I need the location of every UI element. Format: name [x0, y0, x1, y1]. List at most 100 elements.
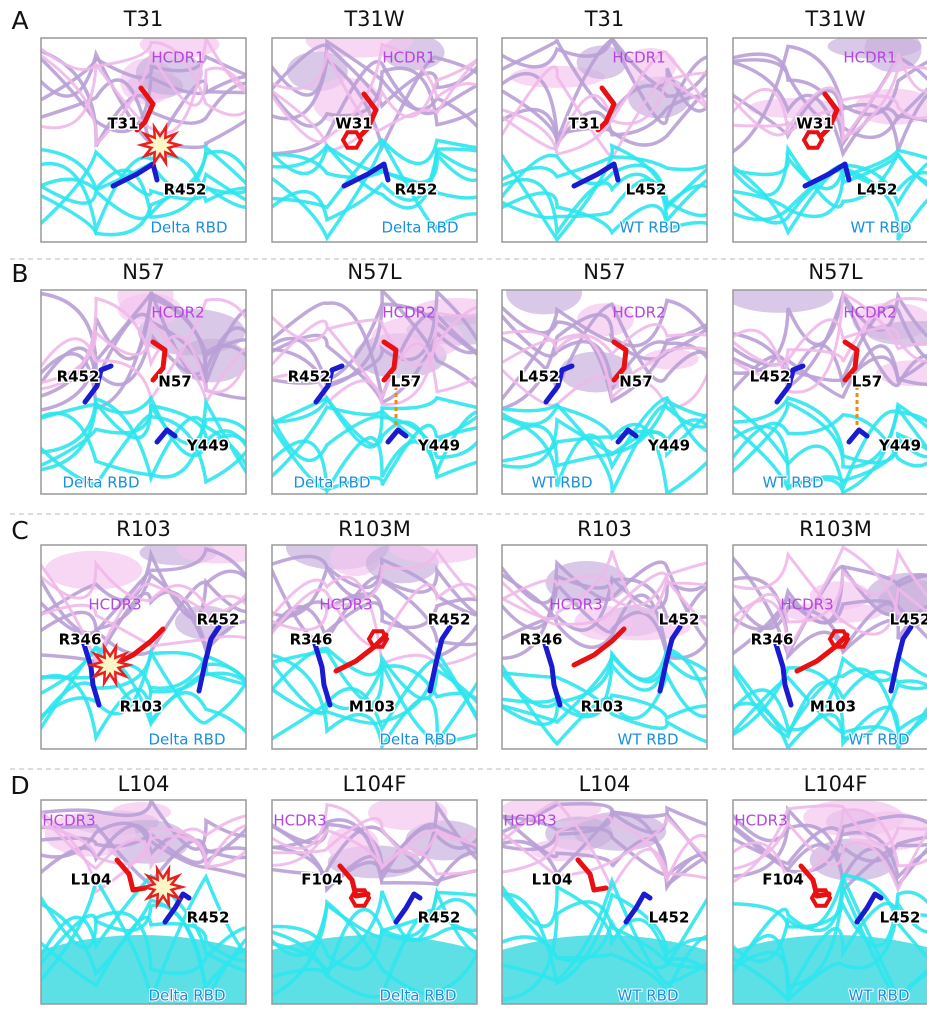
- residue-label: L452: [626, 181, 667, 199]
- residue-label: R452: [187, 909, 230, 927]
- structure-panel: [31, 800, 261, 1004]
- rbd-label: WT RBD: [848, 731, 909, 749]
- rbd-label: Delta RBD: [62, 474, 139, 492]
- row-label: D: [10, 771, 29, 800]
- rbd-label: WT RBD: [617, 731, 678, 749]
- residue-label: M103: [810, 698, 856, 716]
- residue-label: Y449: [647, 437, 690, 455]
- rbd-label: Delta RBD: [148, 987, 225, 1005]
- residue-label: R452: [418, 909, 461, 927]
- rbd-label: WT RBD: [850, 219, 911, 237]
- residue-label: L57: [852, 373, 882, 391]
- cdr-label: HCDR2: [843, 304, 896, 322]
- panel-title: N57L: [347, 260, 401, 284]
- row-label: B: [11, 259, 28, 288]
- panel-title: L104: [579, 772, 631, 796]
- residue-label: F104: [301, 871, 343, 889]
- panel-title: R103M: [799, 517, 872, 541]
- row-label: C: [11, 516, 28, 545]
- residue-label: L104: [532, 871, 573, 889]
- residue-label: R452: [428, 611, 471, 629]
- panel-title: N57: [583, 260, 625, 284]
- panel-title: L104F: [804, 772, 868, 796]
- residue-label: L452: [857, 181, 898, 199]
- residue-label: R452: [197, 611, 240, 629]
- residue-label: Y449: [417, 437, 460, 455]
- residue-label: L452: [659, 611, 700, 629]
- row-label: A: [11, 6, 28, 35]
- antibody-sheet: [176, 535, 263, 563]
- cdr-label: HCDR3: [734, 812, 787, 830]
- residue-label: L452: [880, 909, 921, 927]
- cdr-label: HCDR3: [503, 812, 556, 830]
- cdr-label: HCDR3: [549, 596, 602, 614]
- residue-label: R452: [288, 368, 331, 386]
- panel-title: T31W: [804, 7, 866, 31]
- cdr-label: HCDR3: [780, 596, 833, 614]
- cdr-label: HCDR1: [151, 49, 204, 67]
- panel-title: R103: [116, 517, 171, 541]
- rbd-label: Delta RBD: [293, 474, 370, 492]
- panel-title: T31: [584, 7, 625, 31]
- cdr-label: HCDR3: [319, 596, 372, 614]
- structure-panel: [31, 31, 261, 242]
- residue-label: W31: [796, 115, 833, 133]
- rbd-label: WT RBD: [762, 474, 823, 492]
- panel-title: L104F: [343, 772, 407, 796]
- figure: A T31 HCDR1 T31 R452 Delta RBD T31W HCDR1 W31 R45…: [0, 0, 927, 1009]
- residue-label: N57: [619, 373, 652, 391]
- residue-label: Y449: [186, 437, 229, 455]
- structure-panel: [262, 22, 492, 242]
- panel-title: N57L: [808, 260, 862, 284]
- structure-panel: [723, 799, 927, 1004]
- residue-label: L57: [391, 373, 421, 391]
- structure-panel: [492, 38, 722, 242]
- cdr-label: HCDR3: [273, 812, 326, 830]
- residue-label: N57: [158, 373, 191, 391]
- residue-label: R346: [59, 631, 102, 649]
- rbd-label: WT RBD: [848, 987, 909, 1005]
- panel-title: L104: [118, 772, 170, 796]
- panel-title: N57: [122, 260, 164, 284]
- residue-label: R346: [520, 631, 563, 649]
- panel-title: R103M: [338, 517, 411, 541]
- panel-title: R103: [577, 517, 632, 541]
- residue-label: T31: [107, 115, 138, 133]
- rbd-label: WT RBD: [531, 474, 592, 492]
- cdr-label: HCDR1: [382, 49, 435, 67]
- rbd-label: Delta RBD: [150, 219, 227, 237]
- cdr-label: HCDR2: [151, 304, 204, 322]
- residue-label: R103: [120, 698, 163, 716]
- cdr-label: HCDR2: [612, 304, 665, 322]
- residue-label: L452: [750, 368, 791, 386]
- rbd-label: WT RBD: [617, 987, 678, 1005]
- rbd-label: Delta RBD: [379, 987, 456, 1005]
- residue-label: R452: [57, 368, 100, 386]
- rbd-label: Delta RBD: [379, 731, 456, 749]
- residue-label: L452: [890, 611, 927, 629]
- cdr-label: HCDR3: [42, 812, 95, 830]
- cdr-label: HCDR2: [382, 304, 435, 322]
- panel-title: T31: [123, 7, 164, 31]
- residue-label: R103: [581, 698, 624, 716]
- residue-label: F104: [762, 871, 804, 889]
- residue-label: R346: [290, 631, 333, 649]
- residue-label: M103: [349, 698, 395, 716]
- rbd-label: WT RBD: [619, 219, 680, 237]
- residue-label: Y449: [878, 437, 921, 455]
- panel-title: T31W: [343, 7, 405, 31]
- residue-label: L452: [519, 368, 560, 386]
- cdr-label: HCDR1: [843, 49, 896, 67]
- cdr-label: HCDR1: [612, 49, 665, 67]
- residue-label: R452: [164, 181, 207, 199]
- cdr-label: HCDR3: [88, 596, 141, 614]
- residue-label: R346: [751, 631, 794, 649]
- residue-label: T31: [568, 115, 599, 133]
- antibody-sheet: [506, 271, 582, 315]
- residue-label: L452: [649, 909, 690, 927]
- residue-label: R452: [395, 181, 438, 199]
- residue-label: W31: [335, 115, 372, 133]
- rbd-label: Delta RBD: [148, 731, 225, 749]
- residue-label: L104: [71, 871, 112, 889]
- rbd-label: Delta RBD: [381, 219, 458, 237]
